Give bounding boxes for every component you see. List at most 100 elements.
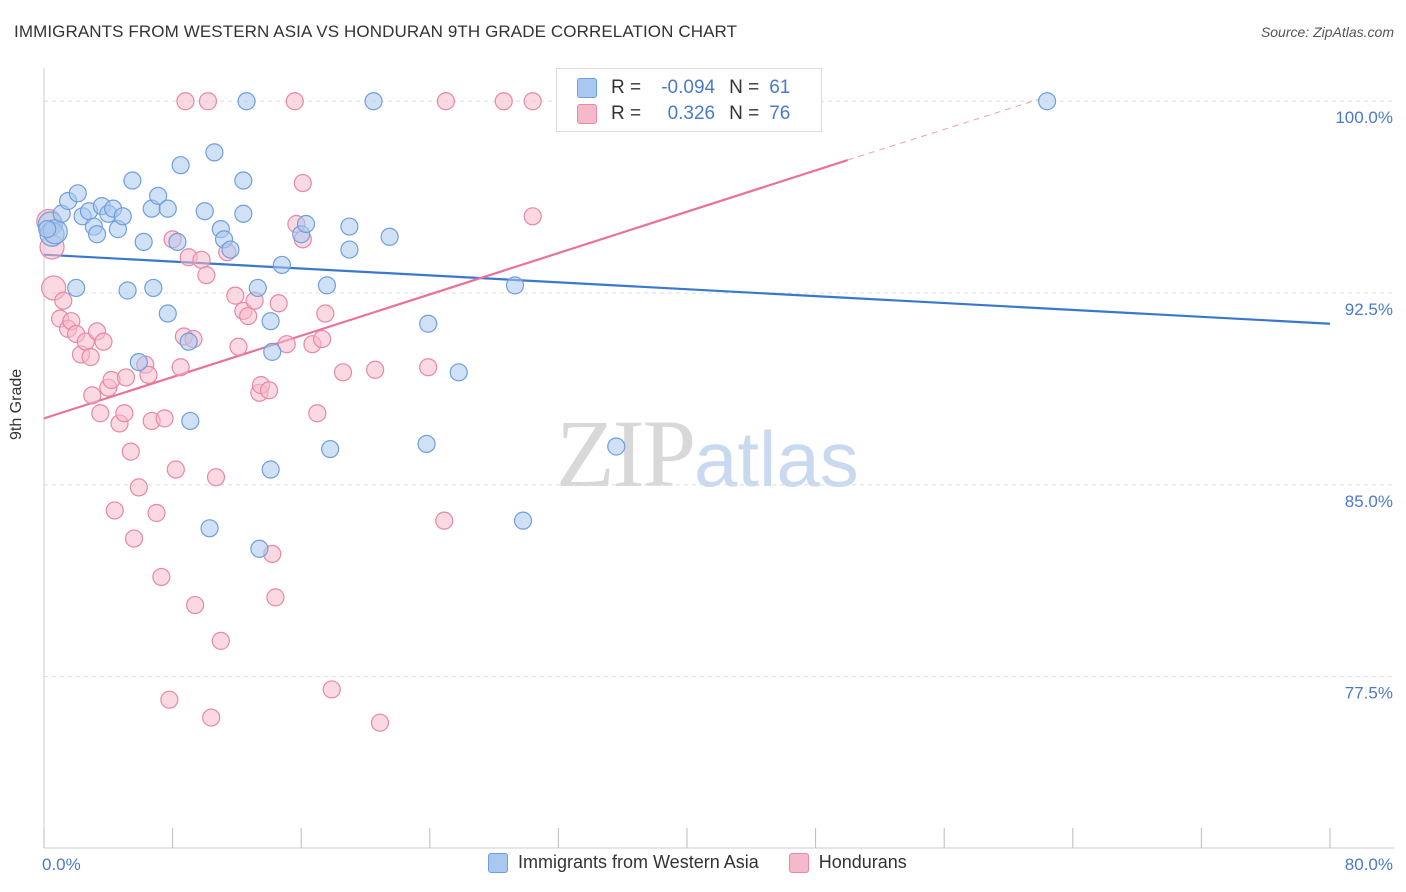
point-hondurans: [435, 511, 454, 530]
point-hondurans: [277, 335, 296, 354]
chart-title: IMMIGRANTS FROM WESTERN ASIA VS HONDURAN…: [14, 22, 738, 41]
point-hondurans: [155, 409, 174, 428]
point-hondurans: [269, 294, 288, 313]
x-tick-label: 0.0%: [42, 855, 81, 874]
tick-labels: 77.5% 85.0% 92.5% 100.0% 0.0% 80.0%: [42, 108, 1393, 874]
point-western-asia: [234, 171, 253, 190]
legend-swatch-pink: [577, 104, 597, 124]
watermark-atlas: atlas: [694, 415, 859, 503]
point-hondurans: [152, 567, 171, 587]
point-western-asia: [113, 207, 132, 226]
watermark-zip: ZIP: [556, 400, 696, 507]
point-western-asia: [181, 411, 200, 431]
stats-legend: R = -0.094 N = 61 R = 0.326 N = 76: [556, 68, 822, 132]
point-hondurans: [229, 337, 248, 356]
legend-row-blue: R = -0.094 N = 61: [577, 75, 790, 101]
point-hondurans: [239, 306, 258, 326]
point-hondurans: [293, 173, 312, 193]
point-western-asia: [237, 92, 256, 111]
point-hondurans: [523, 207, 542, 226]
point-hondurans: [322, 680, 341, 699]
legend-label-western-asia: Immigrants from Western Asia: [518, 852, 759, 872]
point-western-asia: [513, 511, 533, 530]
legend-r-label: R =: [611, 77, 642, 98]
point-hondurans: [312, 329, 332, 349]
point-hondurans: [226, 286, 245, 305]
point-western-asia: [134, 232, 153, 252]
point-western-asia: [272, 255, 292, 275]
point-hondurans: [197, 266, 216, 285]
legend-label-hondurans: Hondurans: [818, 852, 907, 872]
y-tick-label: 92.5%: [1345, 300, 1393, 319]
point-western-asia: [296, 214, 316, 234]
point-western-asia: [158, 199, 177, 218]
point-western-asia: [168, 232, 187, 252]
point-hondurans: [285, 92, 304, 111]
point-western-asia: [317, 276, 337, 295]
point-western-asia: [263, 342, 282, 361]
point-western-asia: [340, 217, 359, 236]
legend-item-western-asia[interactable]: Immigrants from Western Asia: [488, 852, 759, 873]
point-hondurans: [121, 442, 140, 461]
legend-item-hondurans[interactable]: Hondurans: [788, 852, 907, 873]
point-western-asia: [195, 202, 214, 221]
legend-swatch-blue: [577, 78, 597, 98]
axes: [43, 68, 1394, 849]
point-hondurans: [370, 713, 390, 732]
point-western-asia: [179, 332, 198, 351]
point-hondurans: [202, 708, 221, 727]
point-hondurans: [81, 347, 100, 367]
point-hondurans: [147, 503, 166, 523]
point-western-asia: [449, 363, 468, 382]
series-legend: Immigrants from Western Asia Hondurans: [488, 852, 937, 873]
legend-n-label: N =: [729, 103, 760, 124]
point-hondurans: [366, 360, 385, 379]
point-western-asia: [340, 240, 359, 259]
point-western-asia: [68, 184, 87, 203]
point-hondurans: [192, 250, 211, 269]
point-western-asia: [261, 312, 280, 331]
point-hondurans: [116, 368, 136, 387]
y-tick-label: 77.5%: [1345, 684, 1393, 703]
point-hondurans: [124, 529, 144, 548]
point-western-asia: [607, 437, 626, 456]
point-western-asia: [419, 314, 438, 333]
point-western-asia: [417, 434, 436, 454]
point-hondurans: [166, 460, 185, 479]
trend-line-western-asia: [43, 253, 1331, 325]
point-western-asia: [364, 92, 383, 111]
data-points: [36, 92, 1057, 732]
point-hondurans: [198, 92, 218, 111]
point-hondurans: [105, 501, 124, 520]
y-tick-label: 100.0%: [1335, 108, 1393, 127]
point-western-asia: [248, 278, 267, 298]
point-western-asia: [158, 304, 177, 323]
legend-r-value: -0.094: [661, 77, 716, 98]
point-hondurans: [266, 588, 285, 607]
watermark: ZIPatlas: [556, 398, 859, 509]
point-western-asia: [123, 171, 142, 190]
trend-line-extension-hondurans: [847, 98, 1041, 161]
point-western-asia: [1037, 92, 1057, 111]
trend-lines: [43, 98, 1331, 420]
point-western-asia: [261, 460, 280, 479]
legend-swatch-pink: [788, 852, 809, 873]
point-hondurans: [419, 358, 438, 377]
point-hondurans: [316, 304, 335, 323]
point-hondurans: [333, 363, 353, 382]
point-western-asia: [87, 225, 107, 244]
point-western-asia: [129, 352, 148, 372]
x-tick-label: 80.0%: [1345, 855, 1393, 874]
point-western-asia: [149, 186, 168, 205]
point-hondurans: [83, 386, 102, 405]
point-western-asia: [250, 539, 269, 558]
point-western-asia: [171, 156, 190, 175]
point-hondurans: [494, 92, 513, 111]
point-hondurans: [523, 92, 542, 111]
point-hondurans: [206, 468, 226, 487]
point-hondurans: [176, 92, 195, 111]
point-hondurans: [54, 291, 73, 310]
source-label: Source: ZipAtlas.com: [1260, 24, 1394, 40]
legend-n-label: N =: [729, 77, 760, 98]
